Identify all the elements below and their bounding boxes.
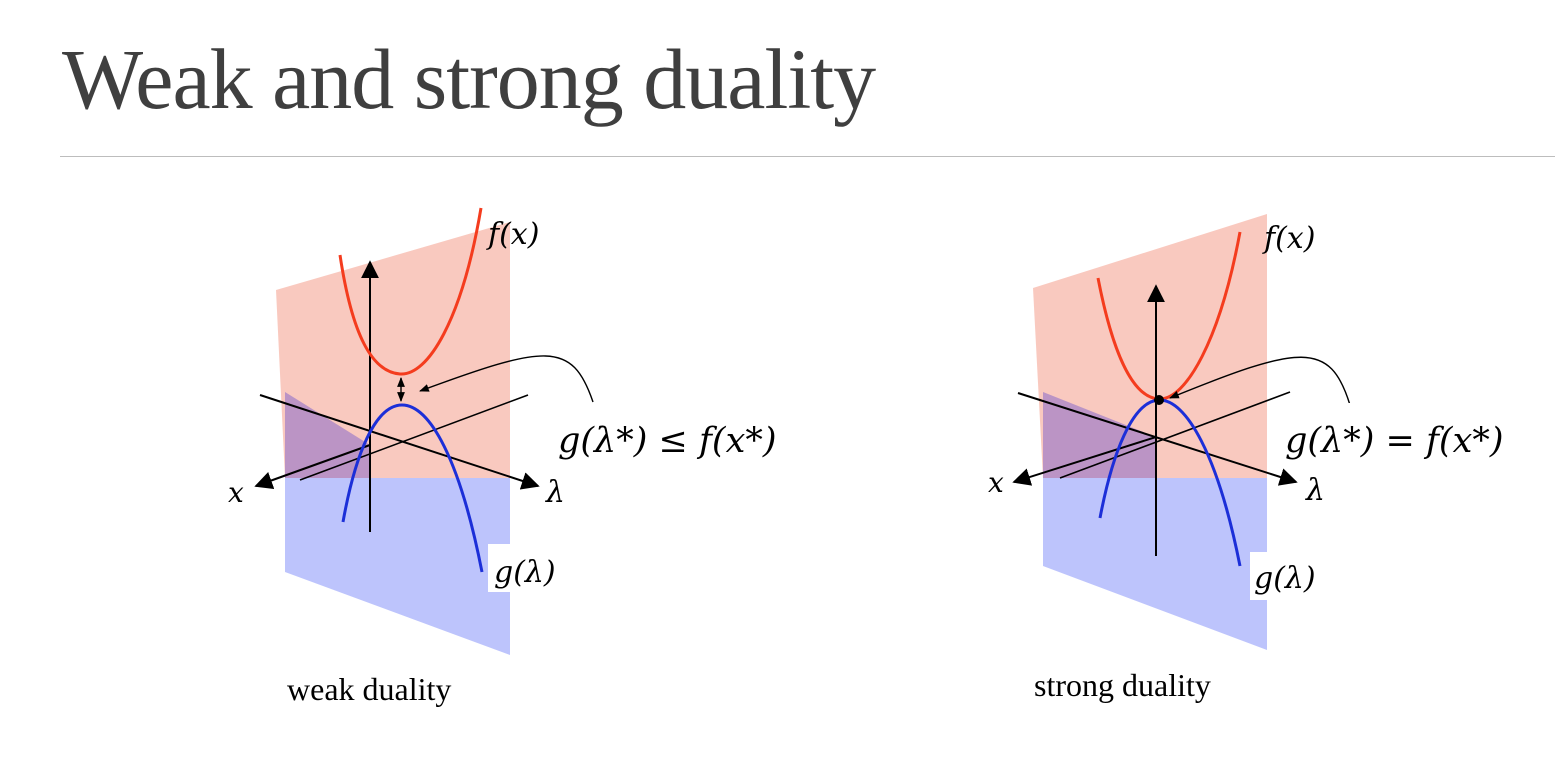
dual-label: g(λ) [1254,561,1316,596]
plane-overlap-region [1043,392,1156,478]
optimum-point [1154,395,1164,405]
primal-curve [338,207,483,376]
primal-label: f(x) [1262,221,1315,256]
x-axis-label: x [988,466,1004,499]
x-axis-label: x [228,476,244,509]
lambda-axis [1017,392,1298,486]
title-divider [60,156,1555,157]
primal-plane [276,222,510,478]
x-axis [254,444,371,489]
weak-duality-caption: weak duality [287,671,451,707]
pointer-arrow [1169,356,1351,406]
weak-duality-panel: f(x) g(λ) x λ g(λ*) ≤ f(x*) weak duality [228,207,776,707]
dual-plane [285,478,510,655]
x-axis [1012,436,1157,486]
plane-overlap-region [285,392,370,478]
strong-duality-caption: strong duality [1034,667,1211,703]
pointer-arrow [419,355,594,403]
dual-curve [341,403,484,573]
diagonal-axis [299,394,529,481]
dual-plane [1043,478,1267,650]
weak-duality-relation: g(λ*) ≤ f(x*) [558,421,776,461]
lambda-axis-label: λ [1305,473,1325,508]
primal-label: f(x) [486,217,539,252]
lambda-axis-label: λ [545,475,565,510]
strong-duality-relation: g(λ*) = f(x*) [1285,421,1503,461]
strong-duality-panel: f(x) g(λ) x λ g(λ*) = f(x*) strong duali… [988,214,1526,703]
slide-title: Weak and strong duality [62,31,876,127]
dual-label: g(λ) [494,555,556,590]
diagonal-axis [1059,391,1291,479]
lambda-axis [259,394,540,490]
